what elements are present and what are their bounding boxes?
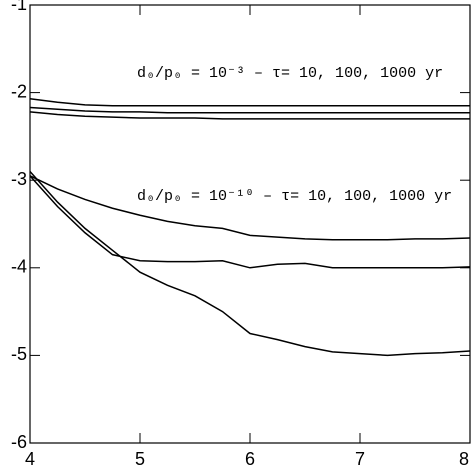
line-series [29,106,470,114]
y-tick-label: -3 [11,169,27,189]
line-series [29,175,471,241]
y-tick-label: -5 [11,344,27,364]
line-series [29,97,470,107]
x-tick-label: 7 [355,449,365,465]
line-series [29,111,470,120]
line-series [29,175,471,269]
y-tick-label: -4 [11,257,27,277]
x-tick-label: 6 [245,449,255,465]
x-tick-label: 5 [135,449,145,465]
line-series [29,170,471,357]
x-tick-label: 8 [459,449,469,465]
y-tick-label: -6 [11,432,27,452]
y-tick-label: -1 [11,0,27,14]
y-tick-label: -2 [11,81,27,101]
annotation: d₀/p₀ = 10⁻¹⁰ – τ= 10, 100, 1000 yr [137,188,452,205]
x-tick-label: 4 [25,449,35,465]
annotation: d₀/p₀ = 10⁻³ – τ= 10, 100, 1000 yr [137,65,443,82]
